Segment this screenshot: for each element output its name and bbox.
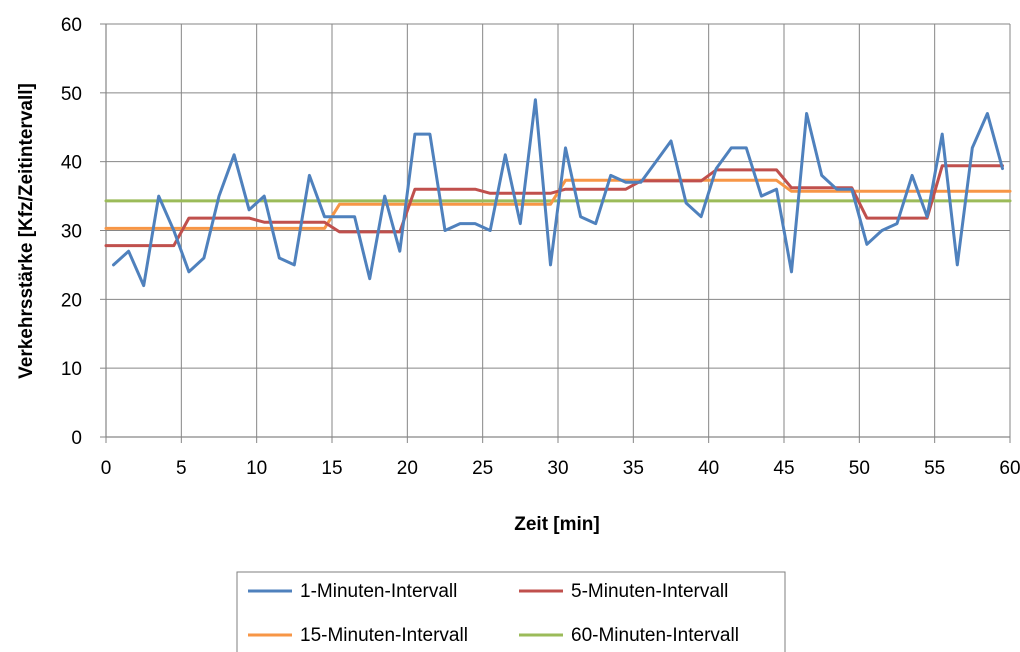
legend-box [236,571,786,652]
x-tick-label: 5 [176,458,187,479]
x-tick-label: 30 [547,458,568,479]
legend-label-60-minuten-intervall: 60-Minuten-Intervall [571,625,739,646]
y-tick-labels: 0 10 20 30 40 50 60 [61,15,82,449]
x-tick-label: 0 [101,458,112,479]
x-tick-label: 25 [472,458,493,479]
x-tick-label: 15 [321,458,342,479]
y-tick-label: 0 [71,428,82,449]
x-tick-label: 40 [698,458,719,479]
y-tick-label: 20 [61,290,82,311]
x-tick-label: 20 [397,458,418,479]
x-tick-label: 10 [246,458,267,479]
x-tick-labels: 0 5 10 15 20 25 30 35 40 45 50 55 60 [101,458,1020,479]
y-tick-label: 10 [61,359,82,380]
x-tick-label: 45 [773,458,794,479]
axes [100,23,1011,443]
x-tick-label: 50 [849,458,870,479]
legend-label-1-minuten-intervall: 1-Minuten-Intervall [300,581,457,602]
y-tick-label: 60 [61,15,82,36]
x-tick-label: 55 [924,458,945,479]
y-tick-label: 50 [61,84,82,105]
x-axis-title: Zeit [min] [514,514,600,535]
legend-label-5-minuten-intervall: 5-Minuten-Intervall [571,581,728,602]
y-axis-title: Verkehrsstärke [Kfz/Zeitintervall] [16,83,37,379]
y-tick-label: 40 [61,153,82,174]
legend-label-15-minuten-intervall: 15-Minuten-Intervall [300,625,468,646]
x-tick-label: 60 [999,458,1020,479]
x-tick-label: 35 [623,458,644,479]
legend: 1-Minuten-Intervall 5-Minuten-Intervall 15… [236,571,786,652]
grid-lines [106,23,1011,437]
y-tick-label: 30 [61,222,82,243]
series-lines [104,98,1012,288]
series-line-1-minuten-intervall [112,98,1004,288]
